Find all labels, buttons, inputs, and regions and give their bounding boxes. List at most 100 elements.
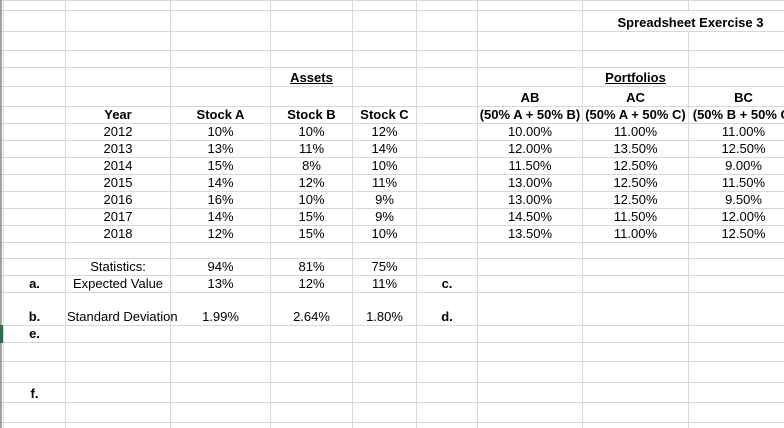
empty-cell[interactable]	[688, 382, 784, 403]
portfolio-ac-header[interactable]: AC	[582, 86, 689, 107]
empty-cell[interactable]	[270, 402, 353, 423]
portfolio-bc-value-cell[interactable]: 11.00%	[688, 123, 784, 141]
empty-cell[interactable]	[416, 157, 478, 175]
empty-cell[interactable]	[416, 325, 478, 343]
portfolio-ac-value-cell[interactable]: 11.00%	[582, 123, 689, 141]
stock-c-sum-cell[interactable]: 75%	[352, 258, 417, 276]
portfolio-ac-value-cell[interactable]: 12.50%	[582, 174, 689, 192]
empty-cell[interactable]	[270, 422, 353, 428]
stock-c-column-header[interactable]: Stock C	[352, 106, 417, 124]
portfolio-ac-formula-header[interactable]: (50% A + 50% C)	[582, 106, 689, 124]
empty-cell[interactable]	[170, 382, 271, 403]
empty-cell[interactable]	[688, 361, 784, 383]
empty-cell[interactable]	[170, 402, 271, 423]
empty-cell[interactable]	[416, 242, 478, 259]
empty-cell[interactable]	[416, 402, 478, 423]
empty-cell[interactable]	[3, 361, 66, 383]
empty-cell[interactable]	[416, 258, 478, 276]
empty-cell[interactable]	[477, 258, 583, 276]
empty-cell[interactable]	[582, 325, 689, 343]
empty-cell[interactable]	[3, 422, 66, 428]
empty-cell[interactable]	[352, 242, 417, 259]
empty-cell[interactable]	[416, 422, 478, 428]
stock-b-value-cell[interactable]: 15%	[270, 225, 353, 243]
empty-cell[interactable]	[170, 31, 271, 51]
label-f-cell[interactable]: f.	[3, 382, 66, 403]
stock-a-sum-cell[interactable]: 94%	[170, 258, 271, 276]
empty-cell[interactable]	[416, 106, 478, 124]
empty-cell[interactable]	[270, 361, 353, 383]
empty-cell[interactable]	[352, 361, 417, 383]
empty-cell[interactable]	[65, 361, 171, 383]
empty-cell[interactable]	[416, 174, 478, 192]
stock-a-value-cell[interactable]: 10%	[170, 123, 271, 141]
empty-cell[interactable]	[416, 0, 478, 11]
empty-cell[interactable]	[3, 86, 66, 107]
sheet-title-cell[interactable]: Spreadsheet Exercise 3	[582, 10, 784, 32]
empty-cell[interactable]	[270, 325, 353, 343]
portfolio-ab-header[interactable]: AB	[477, 86, 583, 107]
empty-cell[interactable]	[582, 0, 689, 11]
empty-cell[interactable]	[3, 191, 66, 209]
portfolio-bc-value-cell[interactable]: 9.00%	[688, 157, 784, 175]
empty-cell[interactable]	[65, 50, 171, 68]
empty-cell[interactable]	[3, 402, 66, 423]
empty-cell[interactable]	[688, 325, 784, 343]
portfolio-bc-value-cell[interactable]: 12.00%	[688, 208, 784, 226]
empty-cell[interactable]	[477, 325, 583, 343]
portfolio-ac-value-cell[interactable]: 12.50%	[582, 157, 689, 175]
stock-b-value-cell[interactable]: 15%	[270, 208, 353, 226]
empty-cell[interactable]	[688, 275, 784, 293]
empty-cell[interactable]	[582, 422, 689, 428]
empty-cell[interactable]	[3, 123, 66, 141]
empty-cell[interactable]	[3, 10, 66, 32]
empty-cell[interactable]	[416, 342, 478, 362]
empty-cell[interactable]	[582, 242, 689, 259]
empty-cell[interactable]	[477, 402, 583, 423]
empty-cell[interactable]	[416, 225, 478, 243]
empty-cell[interactable]	[65, 86, 171, 107]
year-cell[interactable]: 2014	[65, 157, 171, 175]
empty-cell[interactable]	[65, 382, 171, 403]
label-d-cell[interactable]: d.	[416, 292, 478, 326]
empty-cell[interactable]	[416, 361, 478, 383]
empty-cell[interactable]	[352, 325, 417, 343]
empty-cell[interactable]	[416, 208, 478, 226]
empty-cell[interactable]	[688, 67, 784, 87]
stock-c-value-cell[interactable]: 11%	[352, 174, 417, 192]
empty-cell[interactable]	[582, 342, 689, 362]
empty-cell[interactable]	[352, 422, 417, 428]
empty-cell[interactable]	[477, 50, 583, 68]
empty-cell[interactable]	[352, 382, 417, 403]
empty-cell[interactable]	[270, 10, 353, 32]
empty-cell[interactable]	[65, 325, 171, 343]
portfolio-ab-value-cell[interactable]: 13.00%	[477, 174, 583, 192]
empty-cell[interactable]	[352, 50, 417, 68]
stock-a-value-cell[interactable]: 13%	[170, 140, 271, 158]
empty-cell[interactable]	[3, 342, 66, 362]
empty-cell[interactable]	[352, 0, 417, 11]
stock-c-value-cell[interactable]: 12%	[352, 123, 417, 141]
empty-cell[interactable]	[688, 402, 784, 423]
portfolio-ab-value-cell[interactable]: 13.50%	[477, 225, 583, 243]
empty-cell[interactable]	[582, 50, 689, 68]
empty-cell[interactable]	[477, 10, 583, 32]
portfolio-bc-value-cell[interactable]: 12.50%	[688, 225, 784, 243]
stock-b-column-header[interactable]: Stock B	[270, 106, 353, 124]
empty-cell[interactable]	[688, 31, 784, 51]
empty-cell[interactable]	[352, 67, 417, 87]
empty-cell[interactable]	[3, 31, 66, 51]
portfolio-bc-header[interactable]: BC	[688, 86, 784, 107]
label-a-cell[interactable]: a.	[3, 275, 66, 293]
portfolio-bc-value-cell[interactable]: 9.50%	[688, 191, 784, 209]
stock-c-value-cell[interactable]: 9%	[352, 208, 417, 226]
empty-cell[interactable]	[170, 86, 271, 107]
empty-cell[interactable]	[270, 342, 353, 362]
empty-cell[interactable]	[352, 31, 417, 51]
portfolio-ab-formula-header[interactable]: (50% A + 50% B)	[477, 106, 583, 124]
empty-cell[interactable]	[416, 31, 478, 51]
empty-cell[interactable]	[477, 67, 583, 87]
stock-b-expected-cell[interactable]: 12%	[270, 275, 353, 293]
empty-cell[interactable]	[688, 0, 784, 11]
empty-cell[interactable]	[477, 292, 583, 326]
